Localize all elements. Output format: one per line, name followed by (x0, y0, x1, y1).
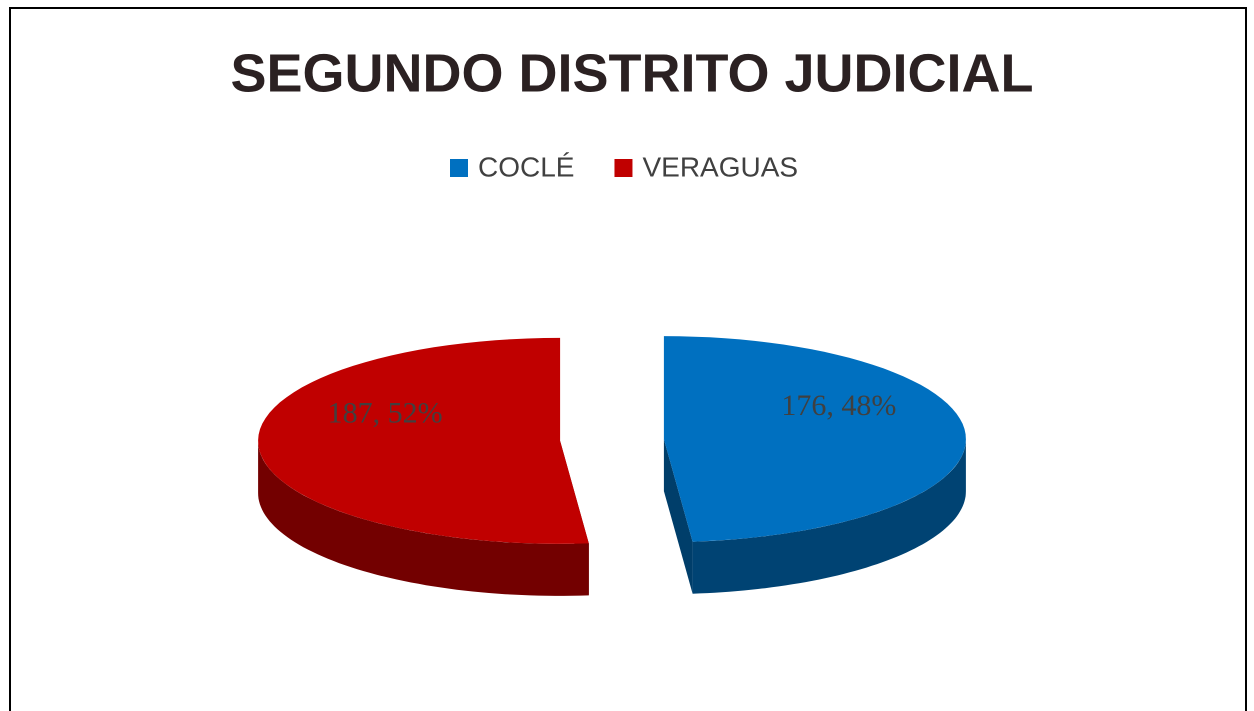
legend-label: VERAGUAS (642, 151, 798, 182)
slice (258, 337, 589, 544)
chart-frame (9, 7, 1247, 711)
legend-label: COCLÉ (478, 151, 574, 182)
slice-side (692, 439, 966, 594)
slice-cut-face (663, 439, 693, 594)
slice (663, 336, 966, 542)
slice-side (258, 440, 589, 596)
legend-swatch (614, 159, 633, 177)
legend-swatch (450, 159, 468, 177)
data-label: 176, 48% (781, 389, 896, 422)
data-label: 187, 52% (328, 397, 443, 430)
chart-title: SEGUNDO DISTRITO JUDICIAL (230, 43, 1033, 103)
